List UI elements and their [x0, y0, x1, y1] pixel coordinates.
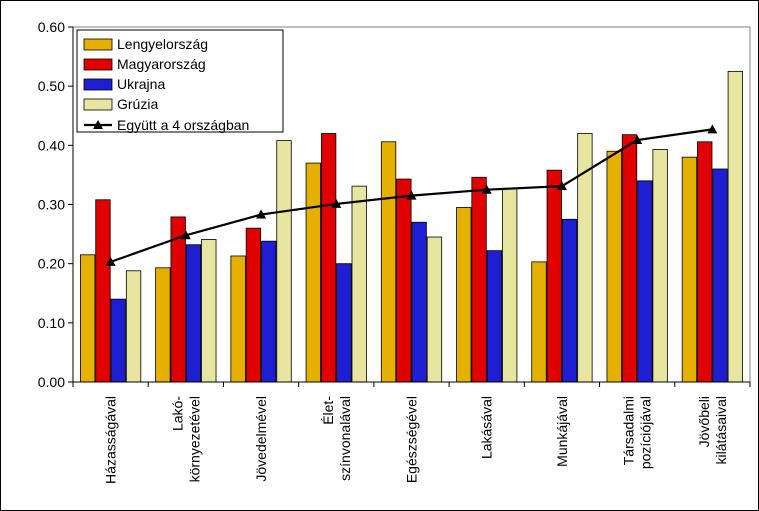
- bar: [320, 133, 337, 383]
- x-tick-label: Társadalmi: [621, 396, 637, 465]
- x-tick-label: Lakásával: [479, 396, 495, 459]
- bar: [261, 240, 277, 383]
- legend-label: Lengyelország: [117, 36, 208, 52]
- line-point: [707, 124, 718, 134]
- bar: [681, 156, 698, 383]
- x-tick-label: színvonalával: [337, 396, 353, 481]
- line-point: [556, 181, 567, 191]
- bar: [621, 134, 638, 383]
- bar: [637, 180, 653, 383]
- bar: [245, 227, 262, 383]
- x-tick-label: kilátásaival: [713, 396, 729, 464]
- line-point: [481, 184, 492, 194]
- x-tick-label: Lakó-: [169, 396, 185, 431]
- x-tick-label: Házasságával: [103, 396, 119, 484]
- legend: Lengyelország Magyarország Ukrajna Grúzia Eg…: [76, 29, 284, 133]
- bar: [471, 176, 487, 383]
- bar: [351, 185, 367, 383]
- bar: [577, 133, 593, 383]
- bar: [170, 216, 186, 383]
- y-tick-label: 0.20: [38, 256, 65, 272]
- bar: [727, 70, 743, 383]
- y-tick-label: 0.50: [38, 78, 65, 94]
- y-tick-label: 0.30: [38, 197, 65, 213]
- line-point: [105, 256, 116, 266]
- y-tick-label: 0.10: [38, 315, 65, 331]
- x-tick-label: Munkájával: [554, 396, 570, 467]
- y-tick-label: 0.00: [38, 374, 65, 390]
- bar: [125, 270, 142, 383]
- bar: [411, 221, 427, 383]
- bar: [502, 188, 518, 383]
- bar: [201, 239, 217, 383]
- y-tick-label: 0.60: [38, 19, 65, 35]
- bar: [652, 149, 668, 383]
- bar: [531, 261, 547, 383]
- bar: [426, 236, 443, 383]
- legend-swatch: [83, 98, 113, 111]
- bar: [110, 298, 126, 383]
- bars-group: [80, 70, 743, 383]
- bar: [546, 169, 562, 383]
- legend-swatch: [83, 58, 113, 71]
- bar: [95, 199, 111, 383]
- x-tick-label: Jövőbeli: [696, 396, 712, 447]
- bar: [276, 140, 292, 383]
- bar: [336, 263, 352, 383]
- legend-swatch: [83, 38, 113, 51]
- line-point: [256, 209, 267, 219]
- bar: [456, 207, 472, 383]
- x-tick-label: környezetével: [186, 396, 202, 482]
- bar: [396, 178, 412, 383]
- axes-group: 0.00 0.10 0.20 0.30 0.40 0.50 0.60 Házasságával…: [38, 19, 751, 484]
- line-point: [180, 230, 191, 240]
- x-tick-label: Jövedelmével: [253, 396, 269, 482]
- bar: [185, 244, 202, 383]
- bar: [155, 267, 171, 383]
- bar: [305, 162, 321, 383]
- legend-label: Együtt a 4 országban: [117, 117, 249, 133]
- bar: [230, 255, 246, 383]
- legend-label: Magyarország: [117, 56, 206, 72]
- bar: [80, 254, 96, 383]
- bar: [380, 141, 397, 383]
- line-group: [105, 124, 718, 266]
- line-point: [632, 135, 643, 145]
- legend-label: Grúzia: [117, 96, 158, 112]
- bar: [561, 218, 578, 383]
- line-point: [331, 198, 342, 208]
- x-tick-label: pozíciójával: [638, 396, 654, 469]
- x-tick-label: Egészségével: [404, 396, 420, 483]
- bar: [486, 250, 503, 383]
- bar: [712, 168, 728, 383]
- bar: [697, 141, 713, 383]
- bar: [606, 150, 622, 383]
- x-tick-label: Élet-: [320, 396, 336, 425]
- legend-label: Ukrajna: [117, 76, 165, 92]
- y-tick-label: 0.40: [38, 137, 65, 153]
- legend-swatch: [83, 78, 113, 91]
- line-point: [406, 190, 417, 200]
- legend-marker: [93, 120, 103, 129]
